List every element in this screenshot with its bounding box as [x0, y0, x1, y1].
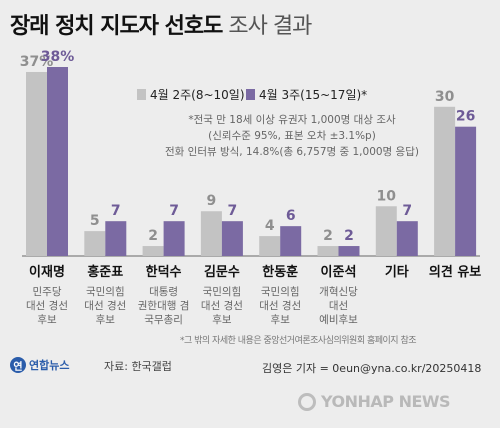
bar-week2-1 — [84, 231, 106, 256]
legend-label-week3: 4월 3주(15~17일)* — [259, 88, 367, 102]
category-description: 대선 경선 — [84, 299, 126, 312]
legend-label-week2: 4월 2주(8~10일) — [150, 88, 245, 102]
bar-value-label: 7 — [169, 203, 179, 219]
bar-value-label: 2 — [323, 228, 333, 244]
category-description: 예비후보 — [319, 313, 358, 326]
survey-note-1: *전국 만 18세 이상 유권자 1,000명 대상 조사 — [188, 114, 396, 126]
category-description: 민주당 — [33, 286, 62, 298]
bar-value-label: 7 — [228, 203, 238, 219]
yonhap-logo-icon: 연 — [10, 357, 26, 373]
source-text: 자료: 한국갤럽 — [104, 360, 172, 373]
watermark: YONHAP NEWS — [298, 392, 451, 411]
bar-week3-0 — [47, 67, 68, 256]
category-description: 국민의힘 — [261, 286, 300, 298]
bar-value-label: 26 — [456, 109, 475, 125]
category-description: 대선 경선 — [201, 299, 243, 312]
bar-value-label: 2 — [148, 228, 158, 244]
category-label: 기타 — [385, 264, 409, 280]
bar-value-label: 37% — [20, 54, 54, 70]
category-description: 대통령 — [149, 286, 178, 298]
bar-value-label: 5 — [90, 213, 100, 229]
category-description: 후보 — [271, 314, 291, 326]
category-description: 개혁신당 — [319, 286, 358, 298]
category-description: 대선 경선 — [26, 299, 68, 312]
bar-week3-5 — [338, 246, 360, 256]
category-label: 의견 유보 — [429, 264, 481, 280]
bar-week2-4 — [259, 236, 281, 256]
category-description: 국무총리 — [144, 314, 183, 326]
category-label: 이준석 — [321, 264, 357, 280]
category-label: 김문수 — [204, 265, 240, 280]
survey-note-3: 전화 인터뷰 방식, 14.8%(총 6,757명 중 1,000명 응답) — [165, 146, 419, 158]
category-description: 후보 — [212, 314, 232, 326]
category-description: 대선 — [329, 300, 348, 312]
category-description: 권한대행 겸 — [138, 300, 190, 312]
bar-week3-2 — [163, 221, 185, 256]
bar-value-label: 7 — [402, 203, 412, 219]
legend-swatch-week3 — [246, 89, 255, 100]
footnote: *그 밖의 자세한 내용은 중앙선거여론조사심의위원회 홈페이지 참조 — [180, 336, 417, 346]
category-description: 국민의힘 — [203, 286, 242, 298]
bar-week2-2 — [142, 246, 164, 256]
bar-week3-6 — [396, 221, 418, 256]
bar-week2-6 — [375, 206, 397, 256]
bar-week3-3 — [221, 221, 243, 256]
watermark-text: YONHAP NEWS — [321, 392, 451, 411]
title-main: 장래 정치 지도자 선호도 — [10, 14, 223, 39]
bar-week2-0 — [26, 71, 47, 256]
bar-week2-5 — [317, 246, 339, 256]
bar-value-label: 2 — [344, 228, 354, 244]
bar-week3-7 — [455, 126, 477, 257]
bar-value-label: 10 — [377, 188, 397, 204]
bar-value-label: 7 — [111, 203, 121, 219]
title-sub: 조사 결과 — [228, 14, 312, 39]
bar-week3-4 — [280, 226, 302, 256]
legend-swatch-week2 — [137, 89, 146, 100]
category-description: 국민의힘 — [86, 286, 125, 298]
survey-note-2: (신뢰수준 95%, 표본 오차 ±3.1%p) — [208, 130, 376, 142]
category-description: 후보 — [37, 314, 57, 326]
page-title: 장래 정치 지도자 선호도 조사 결과 — [10, 8, 312, 40]
bar-value-label: 9 — [207, 193, 217, 209]
bar-value-label: 30 — [435, 89, 455, 105]
category-label: 한동훈 — [262, 264, 298, 280]
category-description: 후보 — [96, 314, 116, 326]
bar-week2-3 — [200, 211, 222, 256]
category-label: 이재명 — [29, 264, 65, 280]
yonhap-logo: 연 연합뉴스 — [10, 357, 69, 373]
bar-value-label: 6 — [286, 208, 296, 224]
bar-week2-7 — [434, 106, 456, 256]
bar-value-label: 4 — [265, 218, 275, 234]
category-label: 한덕수 — [146, 264, 182, 280]
credit-text: 김영은 기자 = 0eun@yna.co.kr/20250418 — [262, 362, 482, 375]
category-label: 홍준표 — [87, 264, 123, 280]
bar-value-label: 38% — [41, 49, 75, 65]
watermark-icon — [298, 392, 316, 411]
bar-week3-1 — [105, 221, 127, 256]
category-description: 대선 경선 — [259, 299, 301, 312]
yonhap-logo-text: 연합뉴스 — [29, 359, 70, 372]
